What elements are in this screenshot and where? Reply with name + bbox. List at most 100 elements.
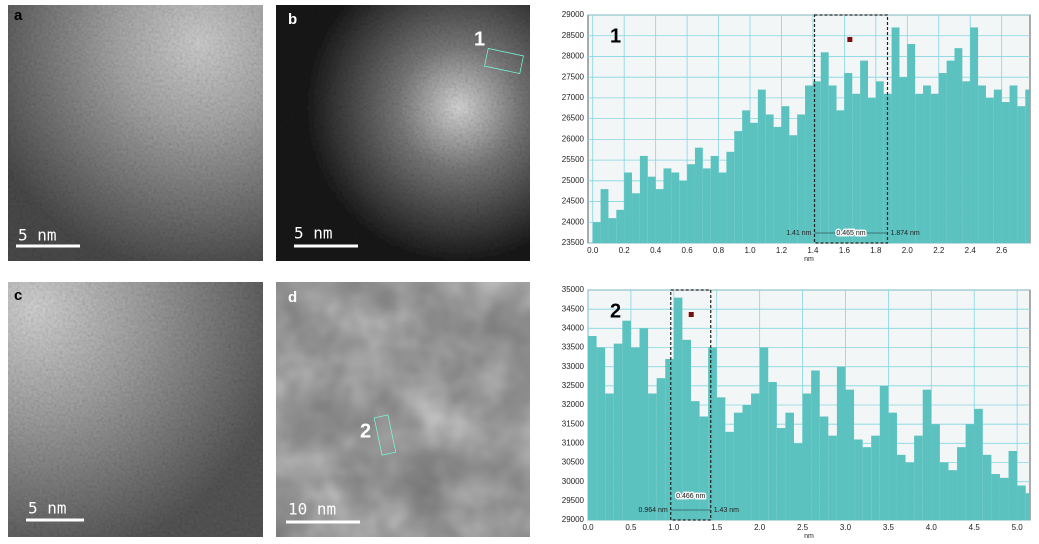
x-tick-label: 3.5 [883,523,895,532]
cursor [689,312,694,317]
bar [966,424,975,520]
bar [915,94,923,243]
x-tick-label: 2.2 [933,246,945,255]
bar [734,131,742,243]
bar [597,348,606,521]
x-tick-label: 1.4 [807,246,819,255]
bar [640,156,648,243]
bar [829,85,837,243]
bar [656,189,664,243]
x-tick-label: 1.0 [744,246,756,255]
bar [923,85,931,243]
x-tick-label: 2.5 [797,523,809,532]
x-tick-label: 0.4 [650,246,662,255]
bar [608,218,616,243]
panel-d: d 2 10 nm [276,282,530,537]
bar [624,173,632,243]
bar [717,397,726,520]
scale-bar-label: 10 nm [288,500,336,519]
bar [974,409,983,520]
y-tick-label: 32500 [562,381,585,390]
x-tick-label: 5.0 [1012,523,1024,532]
bar [939,73,947,243]
bar [622,321,631,520]
bar [671,173,679,243]
bar [734,413,743,520]
bar [845,390,854,520]
y-tick-label: 27000 [562,93,585,102]
y-tick-label: 35000 [562,285,585,294]
panel-b: b 1 5 nm [276,5,530,261]
bar [777,428,786,520]
bar [803,394,812,521]
bar [768,382,777,520]
bar [639,328,648,520]
bar [708,348,717,521]
annotation: 0.465 nm [836,230,865,237]
bar [860,61,868,243]
y-tick-label: 32000 [562,400,585,409]
bar [695,148,703,243]
bar [940,463,949,521]
bar [679,181,687,243]
bar [726,152,734,243]
bar [962,81,970,243]
bar [805,85,813,243]
bar [648,177,656,243]
bar [954,48,962,243]
annotation: 1.874 nm [890,230,919,237]
chart: 2350024000245002500025500260002650027000… [562,10,1030,263]
bar [931,94,939,243]
bar [994,90,1002,243]
x-tick-label: 1.5 [711,523,723,532]
y-tick-label: 34500 [562,304,585,313]
panel-a: a 5 nm [8,5,263,261]
bar [876,81,884,243]
y-tick-label: 29000 [562,515,585,524]
bar [863,447,872,520]
bar [914,436,923,520]
y-tick-label: 28500 [562,31,585,40]
x-axis-label: nm [804,256,814,263]
region-marker: 1 [474,28,485,50]
x-tick-label: 2.4 [965,246,977,255]
y-tick-label: 25000 [562,176,585,185]
bar [703,168,711,243]
bar [632,193,640,243]
bar [907,44,915,243]
bar [871,436,880,520]
region-marker: 2 [360,420,371,442]
bar [674,298,683,520]
y-tick-label: 31500 [562,419,585,428]
x-tick-label: 0.6 [682,246,694,255]
y-tick-label: 24500 [562,197,585,206]
bar [991,474,1000,520]
y-tick-label: 34000 [562,323,585,332]
bar [719,173,727,243]
bar [588,336,597,520]
bar [821,52,829,243]
y-tick-label: 30000 [562,477,585,486]
bar [789,135,797,243]
x-tick-label: 2.0 [754,523,766,532]
bar [742,110,750,243]
bar [888,413,897,520]
x-tick-label: 0.8 [713,246,725,255]
x-tick-label: 1.8 [870,246,882,255]
x-tick-label: 1.0 [668,523,680,532]
bar [760,348,769,521]
bar [978,85,986,243]
bar [1025,90,1030,243]
bar [868,98,876,243]
bar [880,386,889,520]
panel-label: b [288,11,297,28]
bar [906,463,915,521]
bar [948,470,957,520]
bar [1026,493,1030,520]
panel-c: c 5 nm [8,282,263,537]
bar [811,371,820,521]
bar [711,156,719,243]
bar [593,222,601,243]
bar [957,447,966,520]
bar [852,94,860,243]
